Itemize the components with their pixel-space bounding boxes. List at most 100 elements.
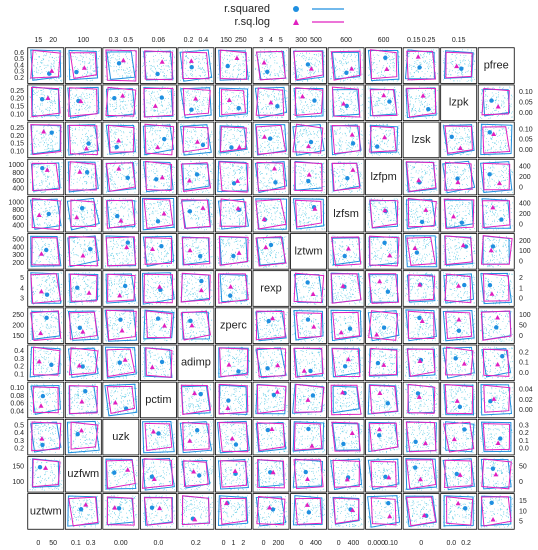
fit-contour [31,421,62,452]
marker [495,440,501,445]
marker [340,389,346,395]
marker [225,63,230,69]
marker [415,54,421,59]
fit-contour [293,459,324,490]
fit-contour [68,496,99,527]
marker [161,323,167,328]
right-tick-label: 5 [519,519,523,526]
fit-contour [67,310,99,341]
fit-contour [444,273,472,304]
fit-contour [444,125,473,154]
left-tick-label: 0.2 [14,446,24,453]
marker [187,247,193,253]
scatter-dots [29,87,63,119]
fit-contour [144,237,173,265]
panel [327,195,365,233]
fit-contour [106,496,135,526]
right-tick-label: 200 [519,174,531,181]
right-tick-label: 200 [519,211,531,218]
marker [377,278,383,284]
fit-contour [443,198,475,229]
marker [125,240,131,245]
left-tick-label: 0.04 [10,408,24,415]
fit-contour [369,125,397,153]
marker [417,315,422,321]
marker [341,441,346,447]
marker [124,244,130,250]
fit-contour [292,198,325,230]
fit-contour [180,310,211,341]
top-tick-label: 600 [340,37,352,44]
fit-contour [331,237,361,266]
marker [194,428,200,433]
marker [200,142,206,148]
fit-contour [442,458,475,491]
marker [122,283,128,289]
marker [381,92,387,98]
marker [77,169,83,174]
fit-contour [369,124,399,154]
marker [275,104,280,109]
fit-contour [257,459,285,489]
marker [74,69,79,75]
fit-contour [105,309,137,341]
fit-contour [68,236,99,267]
marker [269,426,275,432]
fit-contour [67,495,99,527]
variable-name: zperc [220,320,247,332]
fit-contour [255,198,287,230]
right-tick-label: 1 [519,285,523,292]
marker [301,368,307,373]
marker [451,436,457,442]
scatter-dots [292,161,325,193]
marker [306,143,312,149]
fit-contour [31,198,61,231]
marker [312,206,318,211]
fit-contour [480,161,513,193]
marker [44,247,49,253]
marker [462,427,467,432]
fit-contour [295,312,323,339]
marker [375,360,381,366]
marker [189,322,195,328]
marker [487,172,492,177]
fit-contour [405,161,437,193]
marker [236,144,242,150]
marker [304,502,310,507]
top-tick-label: 0.25 [422,37,436,44]
legend-label: r.sq.log [235,16,270,28]
fit-contour [69,273,98,302]
fit-contour [32,386,59,414]
left-tick-label: 800 [12,207,24,214]
fit-contour [294,497,323,525]
marker [421,512,427,518]
bottom-tick-label: 0.0 [154,540,164,547]
marker [384,66,390,71]
right-tick-label: 2 [519,275,523,282]
marker [342,253,347,259]
panel [27,270,65,307]
top-tick-label: 3 [259,37,263,44]
marker [159,359,165,365]
left-tick-label: 0.6 [14,50,24,57]
panel [402,418,440,456]
marker [159,243,164,249]
marker [225,405,231,410]
marker [310,393,316,398]
marker [114,144,119,150]
marker [271,165,277,171]
bottom-tick-label: 400 [348,540,360,547]
fit-contour [30,310,62,341]
marker [383,474,388,480]
marker [303,469,308,475]
bottom-tick-label: 0.2 [191,540,201,547]
marker [122,357,128,362]
fit-contour [368,310,399,341]
fit-contour [295,199,323,228]
panel [64,456,102,493]
fit-contour [482,126,511,154]
fit-contour [370,460,397,488]
marker [120,93,126,98]
marker [488,247,494,253]
fit-contour [180,384,212,415]
